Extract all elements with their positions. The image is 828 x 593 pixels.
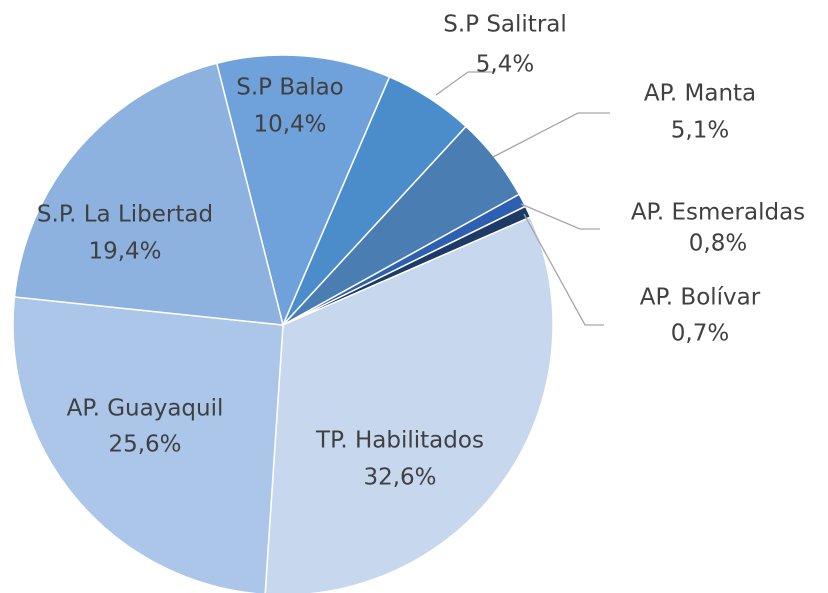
value-label: 19,4% [88, 239, 161, 265]
leader-line [520, 203, 600, 230]
slice-label: AP. Esmeraldas [631, 200, 805, 226]
slice-label: AP. Manta [644, 81, 756, 107]
slice-label: S.P Salitral [443, 12, 567, 38]
value-label: 5,1% [671, 118, 729, 144]
leader-line [435, 71, 494, 96]
value-label: 32,6% [363, 465, 436, 491]
pie-slice [215, 54, 391, 328]
slice-label: AP. Bolívar [640, 285, 761, 311]
leader-line [523, 213, 604, 326]
pie-slice [13, 62, 284, 326]
pie [12, 54, 554, 593]
slice-label: AP. Guayaquil [67, 396, 224, 422]
pie-slice [12, 296, 284, 593]
pie-slice [264, 216, 554, 593]
leader-line [492, 112, 610, 158]
value-label: 0,8% [689, 231, 747, 257]
value-label: 10,4% [253, 112, 326, 138]
slice-label: S.P Balao [236, 75, 344, 101]
value-label: 5,4% [476, 52, 534, 78]
slice-label: S.P. La Libertad [37, 202, 213, 228]
value-label: 25,6% [108, 432, 181, 458]
value-label: 0,7% [671, 321, 729, 347]
slice-label: TP. Habilitados [315, 428, 484, 454]
